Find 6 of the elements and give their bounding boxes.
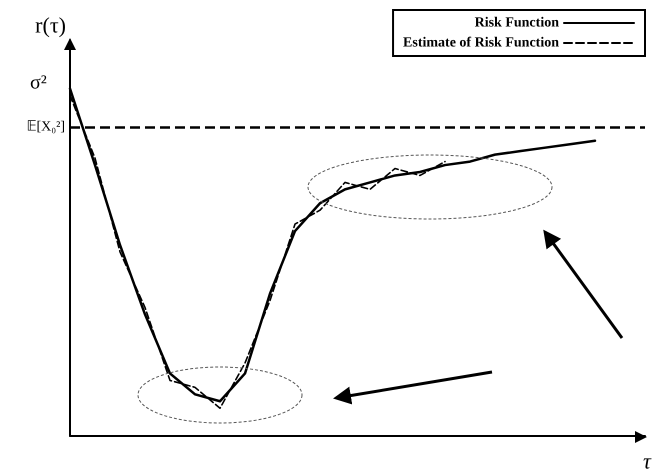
- ref-line-label: 𝔼[X₀²]: [26, 119, 65, 134]
- legend-label: Estimate of Risk Function: [403, 36, 560, 50]
- text: σ²: [30, 72, 47, 94]
- y-axis-title: r(τ): [35, 12, 66, 38]
- x-axis-title: τ: [643, 448, 652, 472]
- legend-label: Risk Function: [474, 16, 560, 30]
